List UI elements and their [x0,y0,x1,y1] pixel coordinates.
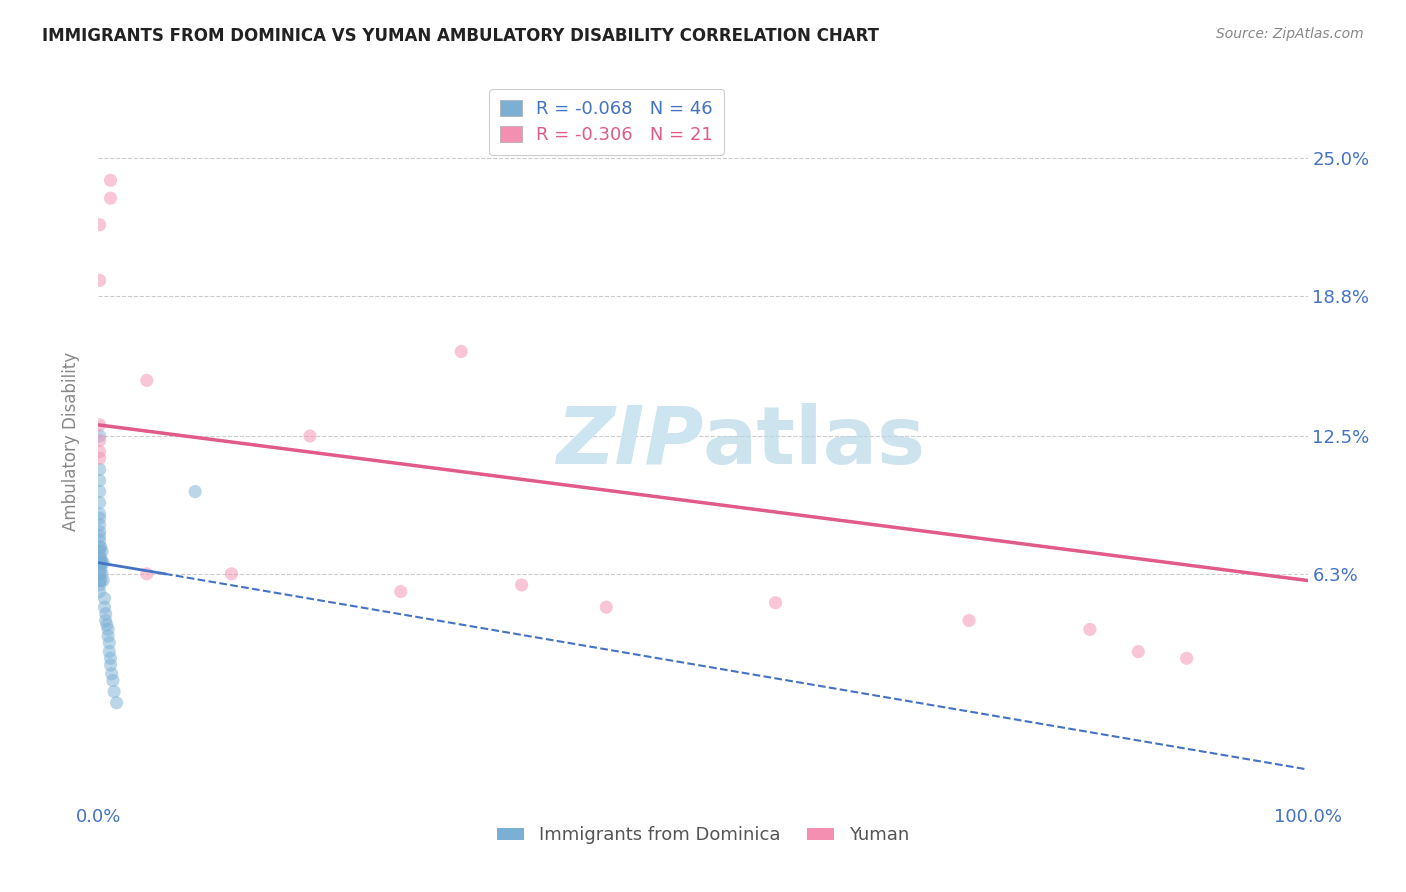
Point [1175,651,1198,665]
Point [94,607,117,621]
Point [97,623,120,637]
Point [98,636,121,650]
Point [100,666,122,681]
Point [101,673,124,688]
Point [89,540,111,554]
Point [100,651,122,665]
Point [299,429,322,443]
Point [100,191,122,205]
Text: IMMIGRANTS FROM DOMINICA VS YUMAN AMBULATORY DISABILITY CORRELATION CHART: IMMIGRANTS FROM DOMINICA VS YUMAN AMBULA… [42,27,879,45]
Point [103,684,125,698]
Point [89,529,111,543]
Point [89,474,111,488]
Point [91,574,114,588]
Point [100,657,122,672]
Point [1078,623,1101,637]
Point [90,574,112,588]
Point [450,344,472,359]
Text: Source: ZipAtlas.com: Source: ZipAtlas.com [1216,27,1364,41]
Point [135,373,157,387]
Point [1128,645,1150,659]
Point [957,614,980,628]
Y-axis label: Ambulatory Disability: Ambulatory Disability [62,352,80,531]
Point [89,584,111,599]
Point [105,696,128,710]
Point [89,533,111,548]
Text: ZIP: ZIP [555,402,703,481]
Point [90,551,112,566]
Point [91,544,114,558]
Point [89,434,111,448]
Point [221,566,243,581]
Point [89,574,111,588]
Legend: Immigrants from Dominica, Yuman: Immigrants from Dominica, Yuman [489,819,917,852]
Point [89,462,111,476]
Point [184,484,207,499]
Point [96,618,118,632]
Point [89,556,111,570]
Point [89,451,111,466]
Point [510,578,533,592]
Point [89,511,111,525]
Point [89,566,111,581]
Point [90,562,112,576]
Point [89,417,111,432]
Point [89,218,111,232]
Point [91,566,114,581]
Point [100,173,122,187]
Point [89,484,111,499]
Point [89,544,111,558]
Point [91,556,114,570]
Point [89,524,111,539]
Point [89,551,111,566]
Point [98,645,121,659]
Point [93,600,115,615]
Point [97,629,120,643]
Point [389,584,412,599]
Point [89,273,111,287]
Point [89,578,111,592]
Point [135,566,157,581]
Point [89,496,111,510]
Point [595,600,617,615]
Point [89,444,111,458]
Point [91,556,114,570]
Point [90,556,112,570]
Text: atlas: atlas [703,402,927,481]
Point [94,614,117,628]
Point [89,517,111,532]
Point [93,591,115,606]
Point [89,429,111,443]
Point [90,540,112,554]
Point [89,562,111,576]
Point [89,507,111,521]
Point [765,596,787,610]
